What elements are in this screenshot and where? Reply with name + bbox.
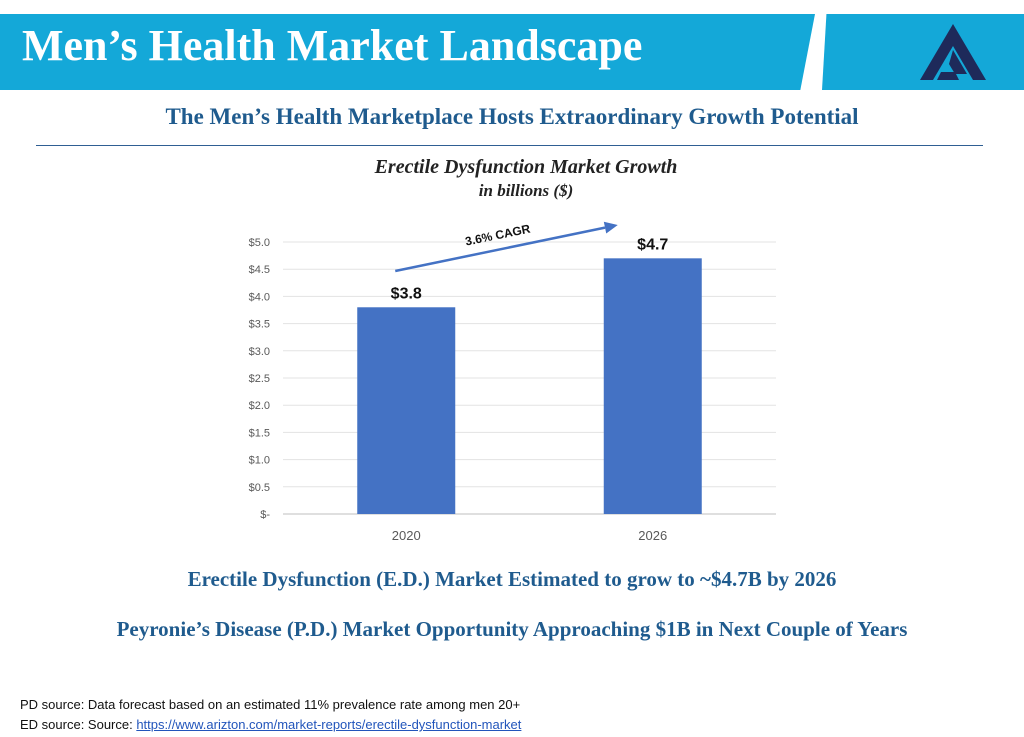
- y-tick-label: $1.5: [249, 427, 270, 439]
- y-tick-label: $4.5: [249, 264, 270, 276]
- data-label: $3.8: [391, 285, 422, 302]
- footnote-ed-source-prefix: ED source: Source:: [20, 717, 137, 732]
- y-tick-label: $3.0: [249, 346, 270, 358]
- y-tick-label: $1.0: [249, 455, 270, 467]
- y-tick-label: $2.5: [249, 373, 270, 385]
- footnote-pd-source: PD source: Data forecast based on an est…: [20, 697, 521, 712]
- headline-pd-market: Peyronie’s Disease (P.D.) Market Opportu…: [116, 617, 908, 641]
- y-tick-label: $3.5: [249, 319, 270, 331]
- y-tick-label: $0.5: [249, 482, 270, 494]
- x-tick-label: 2026: [638, 528, 667, 543]
- data-label: $4.7: [637, 236, 668, 253]
- headline-ed-market: Erectile Dysfunction (E.D.) Market Estim…: [187, 567, 837, 591]
- page-title: Men’s Health Market Landscape: [22, 21, 643, 70]
- y-tick-label: $5.0: [249, 237, 270, 249]
- bar: [603, 258, 702, 514]
- y-tick-label: $4.0: [249, 291, 270, 303]
- cagr-arrowhead: [603, 221, 618, 234]
- chart-title: Erectile Dysfunction Market Growth: [374, 156, 678, 178]
- chart-subtitle: in billions ($): [478, 181, 574, 200]
- page-subtitle: The Men’s Health Marketplace Hosts Extra…: [165, 104, 859, 129]
- source-link[interactable]: https://www.arizton.com/market-reports/e…: [136, 717, 522, 732]
- cagr-arrow: [394, 226, 606, 273]
- footnote-ed-source: ED source: Source: https://www.arizton.c…: [20, 717, 521, 732]
- header-band: [0, 14, 815, 90]
- y-tick-label: $-: [260, 509, 270, 521]
- y-tick-label: $2.0: [249, 400, 270, 412]
- divider: [36, 145, 983, 146]
- company-logo-icon: [920, 24, 986, 80]
- x-tick-label: 2020: [392, 528, 421, 543]
- bar: [357, 307, 456, 514]
